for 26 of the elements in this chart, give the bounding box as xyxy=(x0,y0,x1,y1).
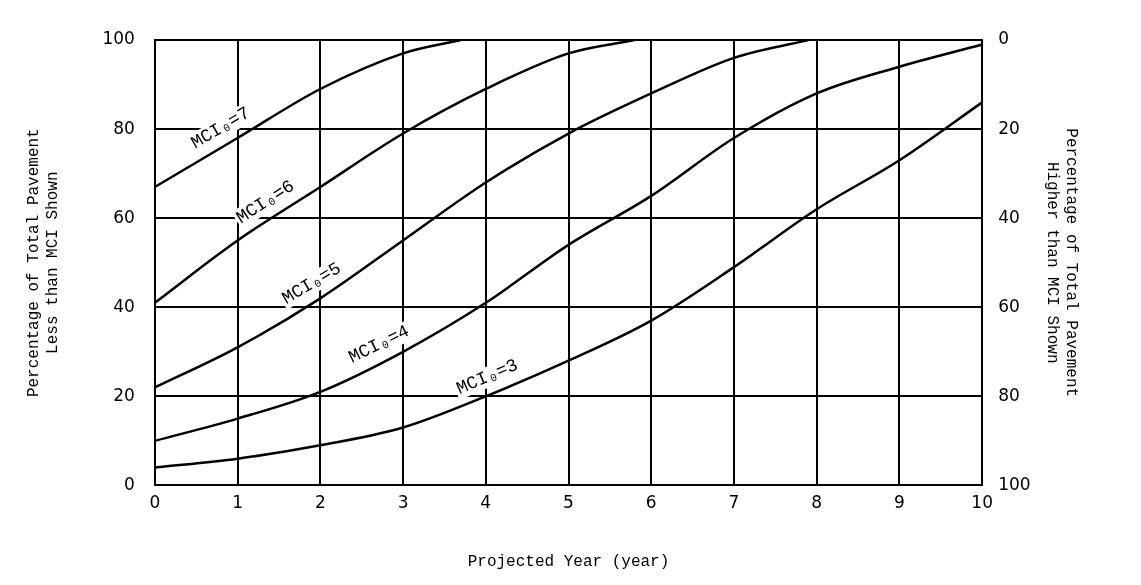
y2-tick-label: 20 xyxy=(998,117,1020,138)
x-tick-label: 3 xyxy=(397,492,409,513)
y-tick-label: 60 xyxy=(113,206,135,227)
x-tick-label: 1 xyxy=(232,492,243,513)
y2-axis-title: Percentage of Total Pavement Higher than MCI Shown xyxy=(1042,128,1081,398)
x-tick-label: 6 xyxy=(645,492,657,513)
y2-tick-label: 80 xyxy=(998,384,1020,405)
y-tick-label: 20 xyxy=(113,384,135,405)
y-axis-title: Percentage of Total Pavement Less than MCI Shown xyxy=(24,128,63,398)
x-tick-label: 4 xyxy=(480,492,492,513)
y-tick-label: 80 xyxy=(113,117,135,138)
y2-tick-label: 100 xyxy=(998,473,1031,494)
x-tick-label: 10 xyxy=(971,492,993,513)
x-tick-label: 0 xyxy=(149,492,161,513)
x-tick-label: 5 xyxy=(563,492,574,513)
x-tick-label: 8 xyxy=(811,492,823,513)
x-tick-label: 2 xyxy=(314,492,326,513)
y2-tick-label: 0 xyxy=(998,28,1009,49)
y-tick-label: 40 xyxy=(113,295,135,316)
x-tick-label: 7 xyxy=(728,492,740,513)
x-axis-title: Projected Year (year) xyxy=(467,552,670,571)
y-tick-label: 0 xyxy=(124,473,135,494)
y2-tick-label: 40 xyxy=(998,206,1020,227)
y2-tick-label: 60 xyxy=(998,295,1020,316)
x-tick-label: 9 xyxy=(894,492,905,513)
y-tick-label: 100 xyxy=(102,28,135,49)
